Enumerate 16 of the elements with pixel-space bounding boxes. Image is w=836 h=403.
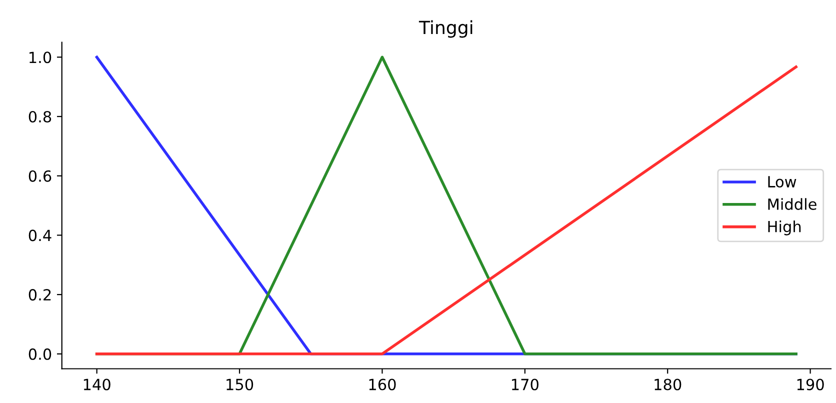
legend-label: High — [768, 220, 801, 236]
y-tick-label: 1.0 — [30, 52, 52, 64]
y-tick-label: 0.6 — [28, 170, 52, 182]
x-tick-label: 170 — [512, 378, 538, 390]
x-tick-label: 150 — [226, 378, 254, 390]
x-tick-label: 140 — [84, 378, 110, 390]
y-tick-label: 0.2 — [28, 289, 51, 301]
x-tick-label: 160 — [369, 378, 396, 390]
y-tick-label: 0.8 — [28, 110, 52, 123]
y-tick-label: 0.0 — [28, 348, 52, 360]
x-tick-label: 190 — [797, 378, 824, 390]
chart-title: Tinggi — [418, 20, 472, 38]
legend-label: Middle — [768, 198, 816, 210]
legend-label: Low — [768, 176, 796, 188]
x-tick-label: 180 — [654, 378, 682, 390]
y-tick-label: 0.4 — [28, 230, 52, 242]
